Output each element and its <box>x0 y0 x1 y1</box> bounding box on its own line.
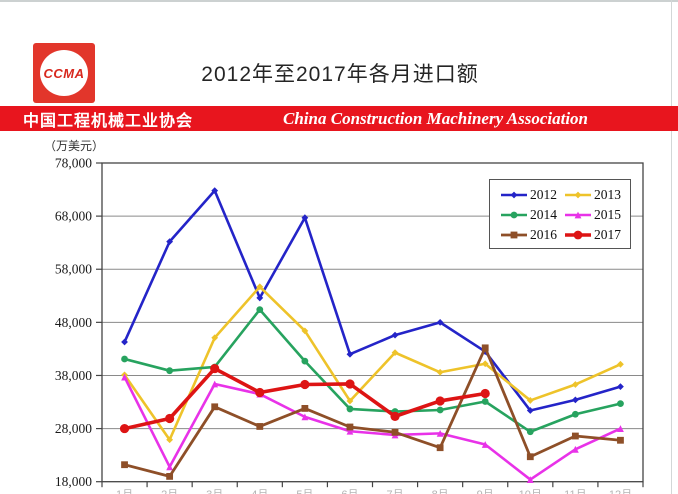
right-edge-line <box>671 0 672 494</box>
svg-text:58,000: 58,000 <box>55 262 92 277</box>
y-axis-unit-label: （万美元） <box>44 139 105 153</box>
legend-marker-2013-icon <box>565 191 591 198</box>
legend-entry-2013: 2013 <box>564 185 624 204</box>
chart-plot-area: 78,000 68,000 58,000 48,000 38,000 28,000 18,0… <box>55 156 644 494</box>
svg-text:9月: 9月 <box>477 489 494 494</box>
ccma-logo-circle: CCMA <box>40 50 88 96</box>
svg-text:11月: 11月 <box>564 489 586 494</box>
svg-text:7月: 7月 <box>386 489 403 494</box>
legend-label-2012: 2012 <box>530 186 557 202</box>
legend-marker-2017-icon <box>565 230 591 239</box>
svg-text:2月: 2月 <box>161 489 178 494</box>
legend-entry-2012: 2012 <box>500 185 560 204</box>
legend-entry-2014: 2014 <box>500 205 560 224</box>
legend-label-2013: 2013 <box>594 186 621 202</box>
banner-chinese-name: 中国工程机械工业协会 <box>23 112 194 130</box>
legend-entry-2016: 2016 <box>500 225 560 244</box>
page-title: 2012年至2017年各月进口额 <box>201 63 479 86</box>
legend-marker-2012-icon <box>501 191 527 198</box>
legend-label-2016: 2016 <box>530 226 557 242</box>
legend-entry-2017: 2017 <box>564 225 624 244</box>
ccma-logo: CCMA <box>33 43 95 103</box>
association-banner: 中国工程机械工业协会 China Construction Machinery … <box>0 106 678 131</box>
legend-marker-2016-icon <box>501 231 527 238</box>
svg-text:78,000: 78,000 <box>55 156 92 171</box>
top-edge-line <box>0 0 678 2</box>
legend-label-2015: 2015 <box>594 206 621 222</box>
legend-label-2017: 2017 <box>594 226 621 242</box>
svg-text:4月: 4月 <box>251 489 268 494</box>
svg-text:68,000: 68,000 <box>55 209 92 224</box>
svg-text:18,000: 18,000 <box>55 474 92 489</box>
svg-text:8月: 8月 <box>432 489 449 494</box>
svg-text:5月: 5月 <box>296 489 313 494</box>
svg-text:10月: 10月 <box>519 489 542 494</box>
line-chart: 78,000 68,000 58,000 48,000 38,000 28,000 18,0… <box>0 140 678 494</box>
svg-text:12月: 12月 <box>609 489 632 494</box>
legend-marker-2014-icon <box>501 211 527 218</box>
legend-marker-2015-icon <box>565 211 591 218</box>
svg-text:6月: 6月 <box>341 489 358 494</box>
svg-text:1月: 1月 <box>116 489 133 494</box>
svg-text:28,000: 28,000 <box>55 421 92 436</box>
banner-english-name: China Construction Machinery Association <box>283 108 588 128</box>
legend-label-2014: 2014 <box>530 206 557 222</box>
legend-entry-2015: 2015 <box>564 205 624 224</box>
svg-text:38,000: 38,000 <box>55 368 92 383</box>
svg-text:48,000: 48,000 <box>55 315 92 330</box>
ccma-logo-text: CCMA <box>43 65 85 81</box>
svg-text:3月: 3月 <box>206 489 223 494</box>
chart-legend: 2012 2013 2014 2015 2016 2017 <box>489 179 631 249</box>
